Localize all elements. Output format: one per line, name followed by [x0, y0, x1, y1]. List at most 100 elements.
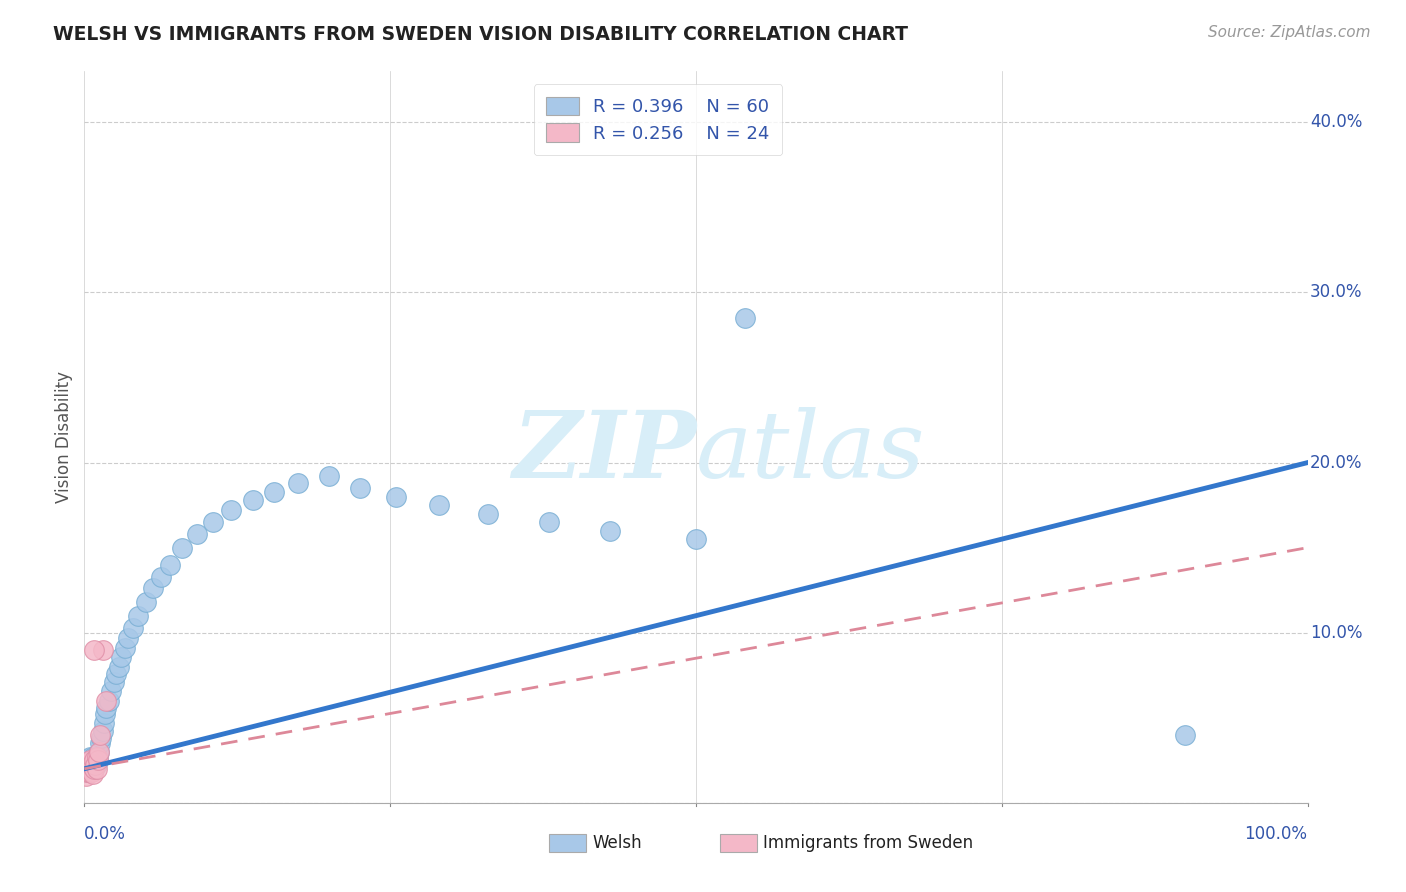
Point: [318, 469, 340, 483]
Text: ZIP: ZIP: [512, 407, 696, 497]
Point: [77, 758, 100, 772]
Point: [77, 765, 100, 780]
Point: [427, 498, 450, 512]
Bar: [720, 834, 758, 852]
Point: [150, 569, 173, 583]
Point: [734, 311, 756, 326]
Point: [79, 756, 101, 771]
Point: [186, 527, 208, 541]
Point: [172, 541, 194, 555]
Point: [110, 649, 132, 664]
Point: [96, 700, 118, 714]
Y-axis label: Vision Disability: Vision Disability: [55, 371, 73, 503]
Bar: [550, 834, 586, 852]
Point: [80, 765, 103, 780]
Point: [83, 758, 105, 772]
Point: [94, 707, 117, 722]
Point: [91, 724, 114, 739]
Point: [84, 753, 107, 767]
Point: [86, 762, 108, 776]
Point: [86, 750, 108, 764]
Point: [77, 758, 100, 772]
Point: [76, 765, 98, 780]
Point: [100, 683, 122, 698]
Point: [1174, 728, 1197, 742]
Text: 20.0%: 20.0%: [1310, 454, 1362, 472]
Point: [477, 507, 499, 521]
Legend: R = 0.396    N = 60, R = 0.256    N = 24: R = 0.396 N = 60, R = 0.256 N = 24: [534, 84, 782, 155]
Point: [242, 493, 264, 508]
Point: [79, 753, 101, 767]
Point: [105, 666, 128, 681]
Point: [349, 481, 371, 495]
Text: 10.0%: 10.0%: [1310, 624, 1362, 641]
Point: [82, 760, 104, 774]
Point: [79, 762, 101, 776]
Point: [82, 756, 104, 771]
Point: [90, 731, 112, 746]
Point: [80, 760, 103, 774]
Point: [83, 762, 105, 776]
Point: [107, 659, 129, 673]
Point: [385, 490, 408, 504]
Point: [82, 767, 104, 781]
Point: [103, 675, 125, 690]
Point: [76, 762, 98, 776]
Point: [76, 758, 98, 772]
Point: [80, 756, 103, 771]
Text: atlas: atlas: [696, 407, 925, 497]
Point: [87, 751, 110, 765]
Text: 40.0%: 40.0%: [1310, 113, 1362, 131]
Text: Welsh: Welsh: [592, 834, 641, 852]
Point: [97, 694, 120, 708]
Point: [685, 532, 707, 546]
Point: [84, 760, 107, 774]
Point: [219, 503, 242, 517]
Point: [135, 595, 157, 609]
Text: 100.0%: 100.0%: [1244, 825, 1308, 843]
Point: [77, 762, 100, 776]
Point: [75, 765, 97, 780]
Point: [538, 515, 561, 529]
Point: [77, 765, 100, 780]
Point: [82, 750, 104, 764]
Text: Source: ZipAtlas.com: Source: ZipAtlas.com: [1208, 25, 1371, 40]
Point: [117, 631, 139, 645]
Point: [77, 751, 100, 765]
Point: [83, 642, 105, 657]
Point: [263, 484, 285, 499]
Point: [87, 753, 110, 767]
Point: [75, 758, 97, 772]
Point: [142, 582, 165, 596]
Point: [93, 715, 115, 730]
Point: [127, 608, 149, 623]
Point: [82, 762, 104, 776]
Point: [96, 694, 118, 708]
Point: [75, 768, 97, 782]
Point: [89, 728, 111, 742]
Point: [122, 621, 145, 635]
Point: [76, 753, 98, 767]
Point: [83, 753, 105, 767]
Point: [83, 751, 105, 765]
Point: [77, 762, 100, 776]
Point: [159, 558, 181, 572]
Point: [79, 764, 101, 778]
Point: [201, 515, 224, 529]
Text: 0.0%: 0.0%: [84, 825, 127, 843]
Point: [599, 524, 621, 538]
Point: [75, 762, 97, 776]
Point: [77, 755, 100, 769]
Text: Immigrants from Sweden: Immigrants from Sweden: [763, 834, 973, 852]
Point: [79, 750, 101, 764]
Text: WELSH VS IMMIGRANTS FROM SWEDEN VISION DISABILITY CORRELATION CHART: WELSH VS IMMIGRANTS FROM SWEDEN VISION D…: [53, 25, 908, 44]
Point: [86, 756, 108, 771]
Point: [287, 475, 309, 490]
Point: [91, 642, 114, 657]
Point: [87, 745, 110, 759]
Text: 30.0%: 30.0%: [1310, 284, 1362, 301]
Point: [77, 755, 100, 769]
Point: [87, 745, 110, 759]
Point: [84, 758, 107, 772]
Point: [80, 753, 103, 767]
